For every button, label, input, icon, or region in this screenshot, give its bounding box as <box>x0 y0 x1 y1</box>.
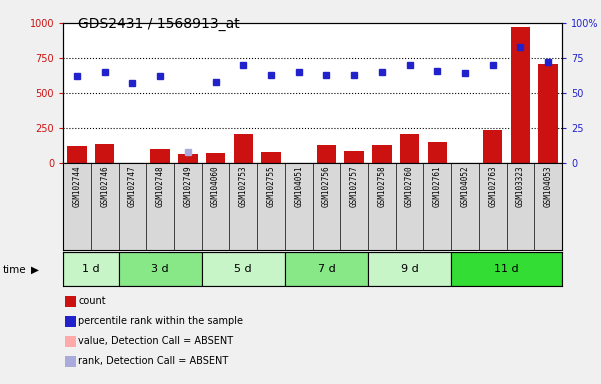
Text: GSM102746: GSM102746 <box>100 166 109 207</box>
Text: 1 d: 1 d <box>82 264 100 274</box>
Bar <box>202 252 285 286</box>
Bar <box>261 152 281 163</box>
Bar <box>63 252 118 286</box>
Text: GSM104052: GSM104052 <box>460 166 469 207</box>
Text: GSM104053: GSM104053 <box>543 166 552 207</box>
Bar <box>118 252 202 286</box>
Text: GDS2431 / 1568913_at: GDS2431 / 1568913_at <box>78 17 240 31</box>
Bar <box>372 145 391 163</box>
Bar <box>451 252 562 286</box>
Text: GSM102753: GSM102753 <box>239 166 248 207</box>
Bar <box>400 134 419 163</box>
Text: GSM102747: GSM102747 <box>128 166 137 207</box>
Bar <box>95 144 114 163</box>
Bar <box>538 64 558 163</box>
Bar <box>427 142 447 163</box>
Bar <box>368 252 451 286</box>
Text: GSM104060: GSM104060 <box>211 166 220 207</box>
Bar <box>67 146 87 163</box>
Bar <box>511 27 530 163</box>
Text: GSM102763: GSM102763 <box>488 166 497 207</box>
Text: count: count <box>78 296 106 306</box>
Bar <box>150 149 170 163</box>
Bar <box>234 134 253 163</box>
Bar <box>483 129 502 163</box>
Text: 7 d: 7 d <box>317 264 335 274</box>
Text: GSM104051: GSM104051 <box>294 166 303 207</box>
Text: 5 d: 5 d <box>234 264 252 274</box>
Bar <box>178 154 198 163</box>
Text: GSM102755: GSM102755 <box>266 166 275 207</box>
Text: 9 d: 9 d <box>401 264 418 274</box>
Bar <box>285 252 368 286</box>
Text: GSM102757: GSM102757 <box>350 166 359 207</box>
Text: value, Detection Call = ABSENT: value, Detection Call = ABSENT <box>78 336 233 346</box>
Bar <box>317 145 336 163</box>
Text: GSM103323: GSM103323 <box>516 166 525 207</box>
Text: rank, Detection Call = ABSENT: rank, Detection Call = ABSENT <box>78 356 228 366</box>
Text: percentile rank within the sample: percentile rank within the sample <box>78 316 243 326</box>
Text: ▶: ▶ <box>31 265 39 275</box>
Text: GSM102749: GSM102749 <box>183 166 192 207</box>
Text: GSM102761: GSM102761 <box>433 166 442 207</box>
Text: GSM102760: GSM102760 <box>405 166 414 207</box>
Text: 11 d: 11 d <box>494 264 519 274</box>
Text: GSM102744: GSM102744 <box>73 166 82 207</box>
Text: GSM102758: GSM102758 <box>377 166 386 207</box>
Bar <box>344 151 364 163</box>
Text: GSM102748: GSM102748 <box>156 166 165 207</box>
Text: 3 d: 3 d <box>151 264 169 274</box>
Bar <box>206 153 225 163</box>
Text: GSM102756: GSM102756 <box>322 166 331 207</box>
Text: time: time <box>3 265 26 275</box>
